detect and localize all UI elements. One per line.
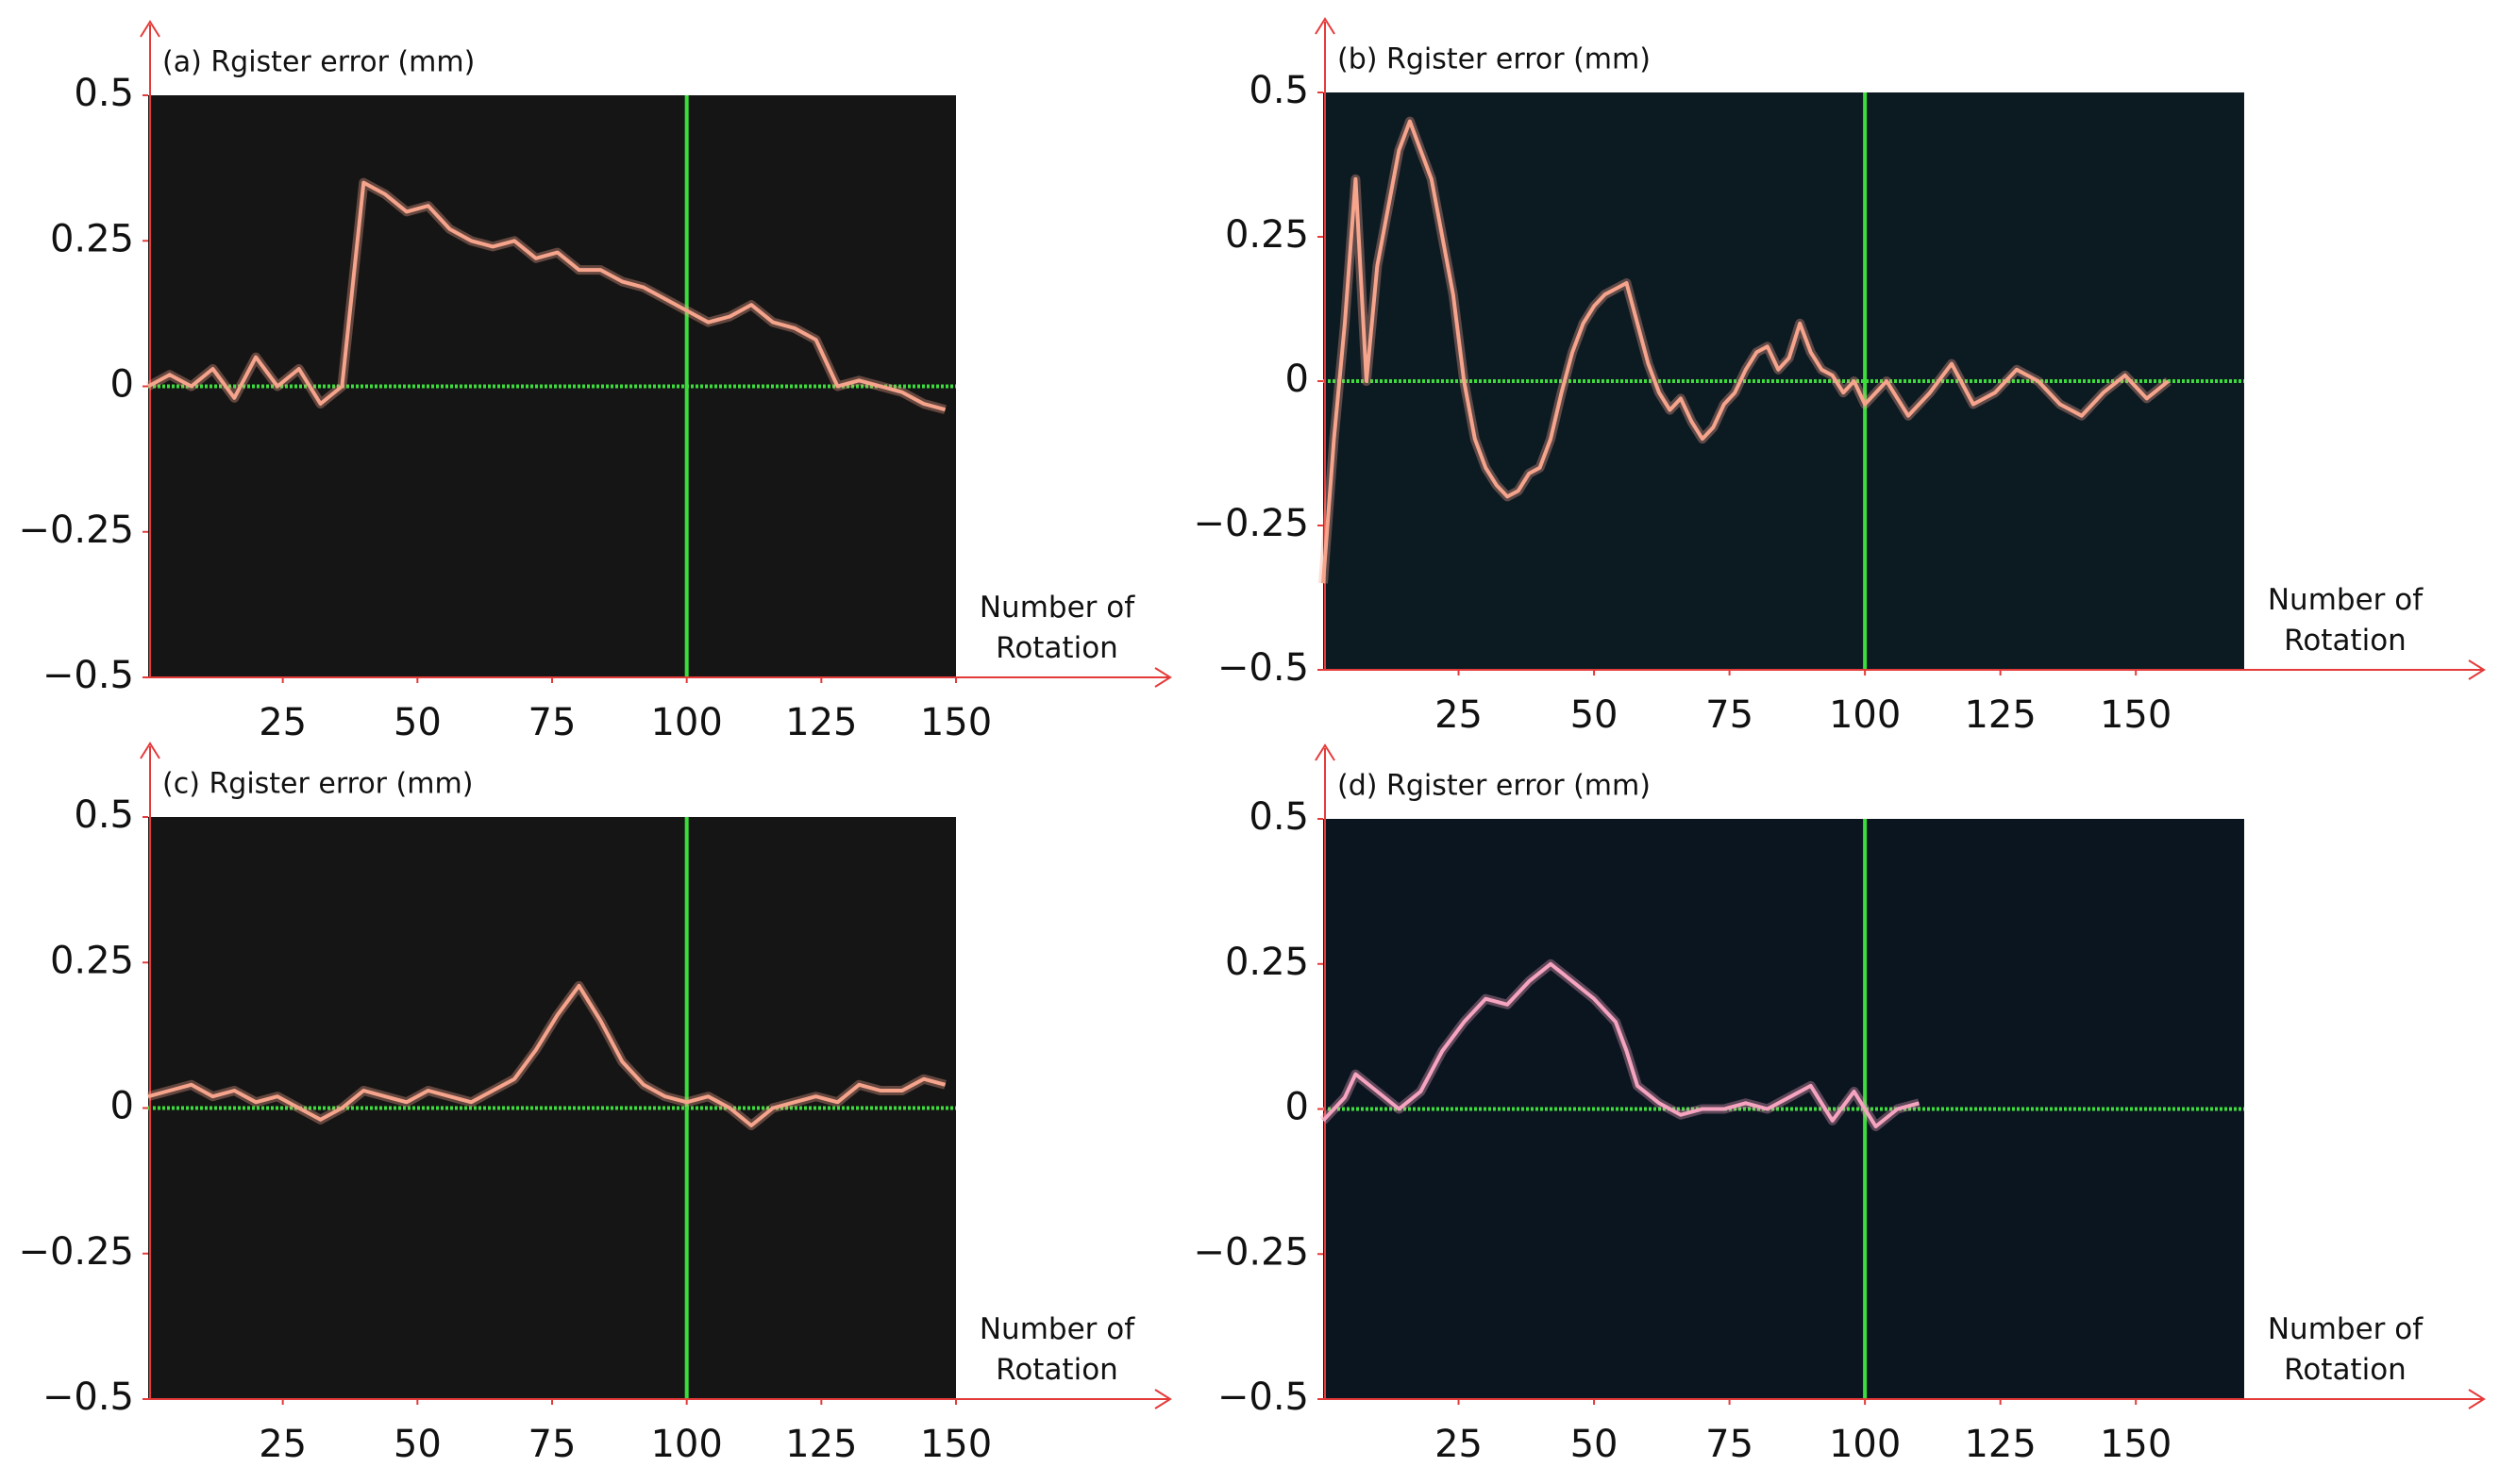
x-tick-label: 150 <box>2100 693 2172 737</box>
x-tick-label: 25 <box>259 1423 307 1466</box>
x-axis-arrow <box>2468 1389 2486 1409</box>
x-axis-label: Number of Rotation <box>979 1312 1135 1388</box>
x-tick-label: 50 <box>1570 1423 1618 1466</box>
y-tick-label: −0.25 <box>1193 502 1309 545</box>
x-tick-label: 50 <box>1570 693 1618 737</box>
series-line <box>1321 961 1920 1128</box>
x-tick-label: 150 <box>920 701 992 744</box>
y-tick-label: 0.25 <box>50 939 134 982</box>
x-tick-label: 25 <box>1434 693 1483 737</box>
x-tick-label: 125 <box>1964 1423 2036 1466</box>
y-tick-label: 0.25 <box>1225 213 1309 257</box>
x-tick-label: 125 <box>785 701 857 744</box>
series-line <box>147 983 947 1127</box>
y-tick-label: −0.25 <box>18 1230 134 1274</box>
panel: (b) Rgister error (mm) −0.5 −0.25 0 0.25 0.5 2… <box>1193 17 2486 737</box>
y-tick-label: 0 <box>1285 1086 1309 1129</box>
y-tick-label: 0.25 <box>1225 941 1309 984</box>
y-tick-label: −0.5 <box>1217 646 1309 690</box>
x-label-box: Number of Rotation <box>979 1312 1135 1388</box>
y-tick-label: −0.5 <box>1217 1376 1309 1419</box>
panel: (a) Rgister error (mm) −0.5 −0.25 0 0.25 0.5 2… <box>18 20 1172 744</box>
x-tick-label: 150 <box>920 1423 992 1466</box>
chart-title: (c) Rgister error (mm) <box>162 768 473 801</box>
x-tick-label: 50 <box>394 1423 442 1466</box>
y-tick-label: −0.25 <box>18 509 134 552</box>
y-tick-label: 0.5 <box>1249 795 1309 839</box>
panel: (d) Rgister error (mm) −0.5 −0.25 0 0.25 0.5 2… <box>1193 743 2486 1466</box>
y-tick-label: 0.5 <box>1249 69 1309 112</box>
y-tick-label: −0.5 <box>42 1376 134 1419</box>
y-tick-label: 0.5 <box>74 793 134 837</box>
x-tick-label: 100 <box>1829 693 1901 737</box>
y-axis-arrow <box>140 20 160 38</box>
x-tick-label: 100 <box>1829 1423 1901 1466</box>
chart-title: (d) Rgister error (mm) <box>1337 770 1651 803</box>
y-axis-arrow <box>140 742 160 759</box>
x-tick-label: 75 <box>528 1423 577 1466</box>
x-tick-label: 25 <box>259 701 307 744</box>
x-tick-label: 125 <box>1964 693 2036 737</box>
x-label-box: Number of Rotation <box>979 591 1135 666</box>
x-tick-label: 75 <box>1705 1423 1753 1466</box>
y-tick-label: 0 <box>110 363 134 407</box>
x-axis-label: Number of Rotation <box>2267 583 2424 659</box>
x-tick-label: 75 <box>528 701 577 744</box>
panel: (c) Rgister error (mm) −0.5 −0.25 0 0.25 0.5 2… <box>18 742 1172 1466</box>
series-line <box>147 180 947 412</box>
x-axis-arrow <box>1154 1389 1172 1409</box>
x-axis-label: Number of Rotation <box>979 591 1135 666</box>
y-tick-label: 0.25 <box>50 217 134 260</box>
x-tick-label: 125 <box>785 1423 857 1466</box>
x-tick-label: 25 <box>1434 1423 1483 1466</box>
x-tick-label: 100 <box>650 701 722 744</box>
x-tick-label: 50 <box>394 701 442 744</box>
y-tick-label: −0.25 <box>1193 1230 1309 1274</box>
y-tick-label: −0.5 <box>42 654 134 697</box>
x-axis-label: Number of Rotation <box>2267 1312 2424 1388</box>
y-tick-label: 0 <box>110 1085 134 1128</box>
x-axis-arrow <box>2468 659 2486 680</box>
x-tick-label: 100 <box>650 1423 722 1466</box>
y-axis-arrow <box>1315 743 1335 761</box>
y-tick-label: 0 <box>1285 358 1309 401</box>
series-line <box>1321 119 2170 584</box>
x-tick-label: 75 <box>1705 693 1753 737</box>
x-tick-label: 150 <box>2100 1423 2172 1466</box>
y-tick-label: 0.5 <box>74 72 134 115</box>
chart-title: (b) Rgister error (mm) <box>1337 43 1651 76</box>
x-label-box: Number of Rotation <box>2267 1312 2424 1388</box>
x-label-box: Number of Rotation <box>2267 583 2424 659</box>
y-axis-arrow <box>1315 17 1335 35</box>
chart-title: (a) Rgister error (mm) <box>162 46 475 79</box>
x-axis-arrow <box>1154 667 1172 688</box>
